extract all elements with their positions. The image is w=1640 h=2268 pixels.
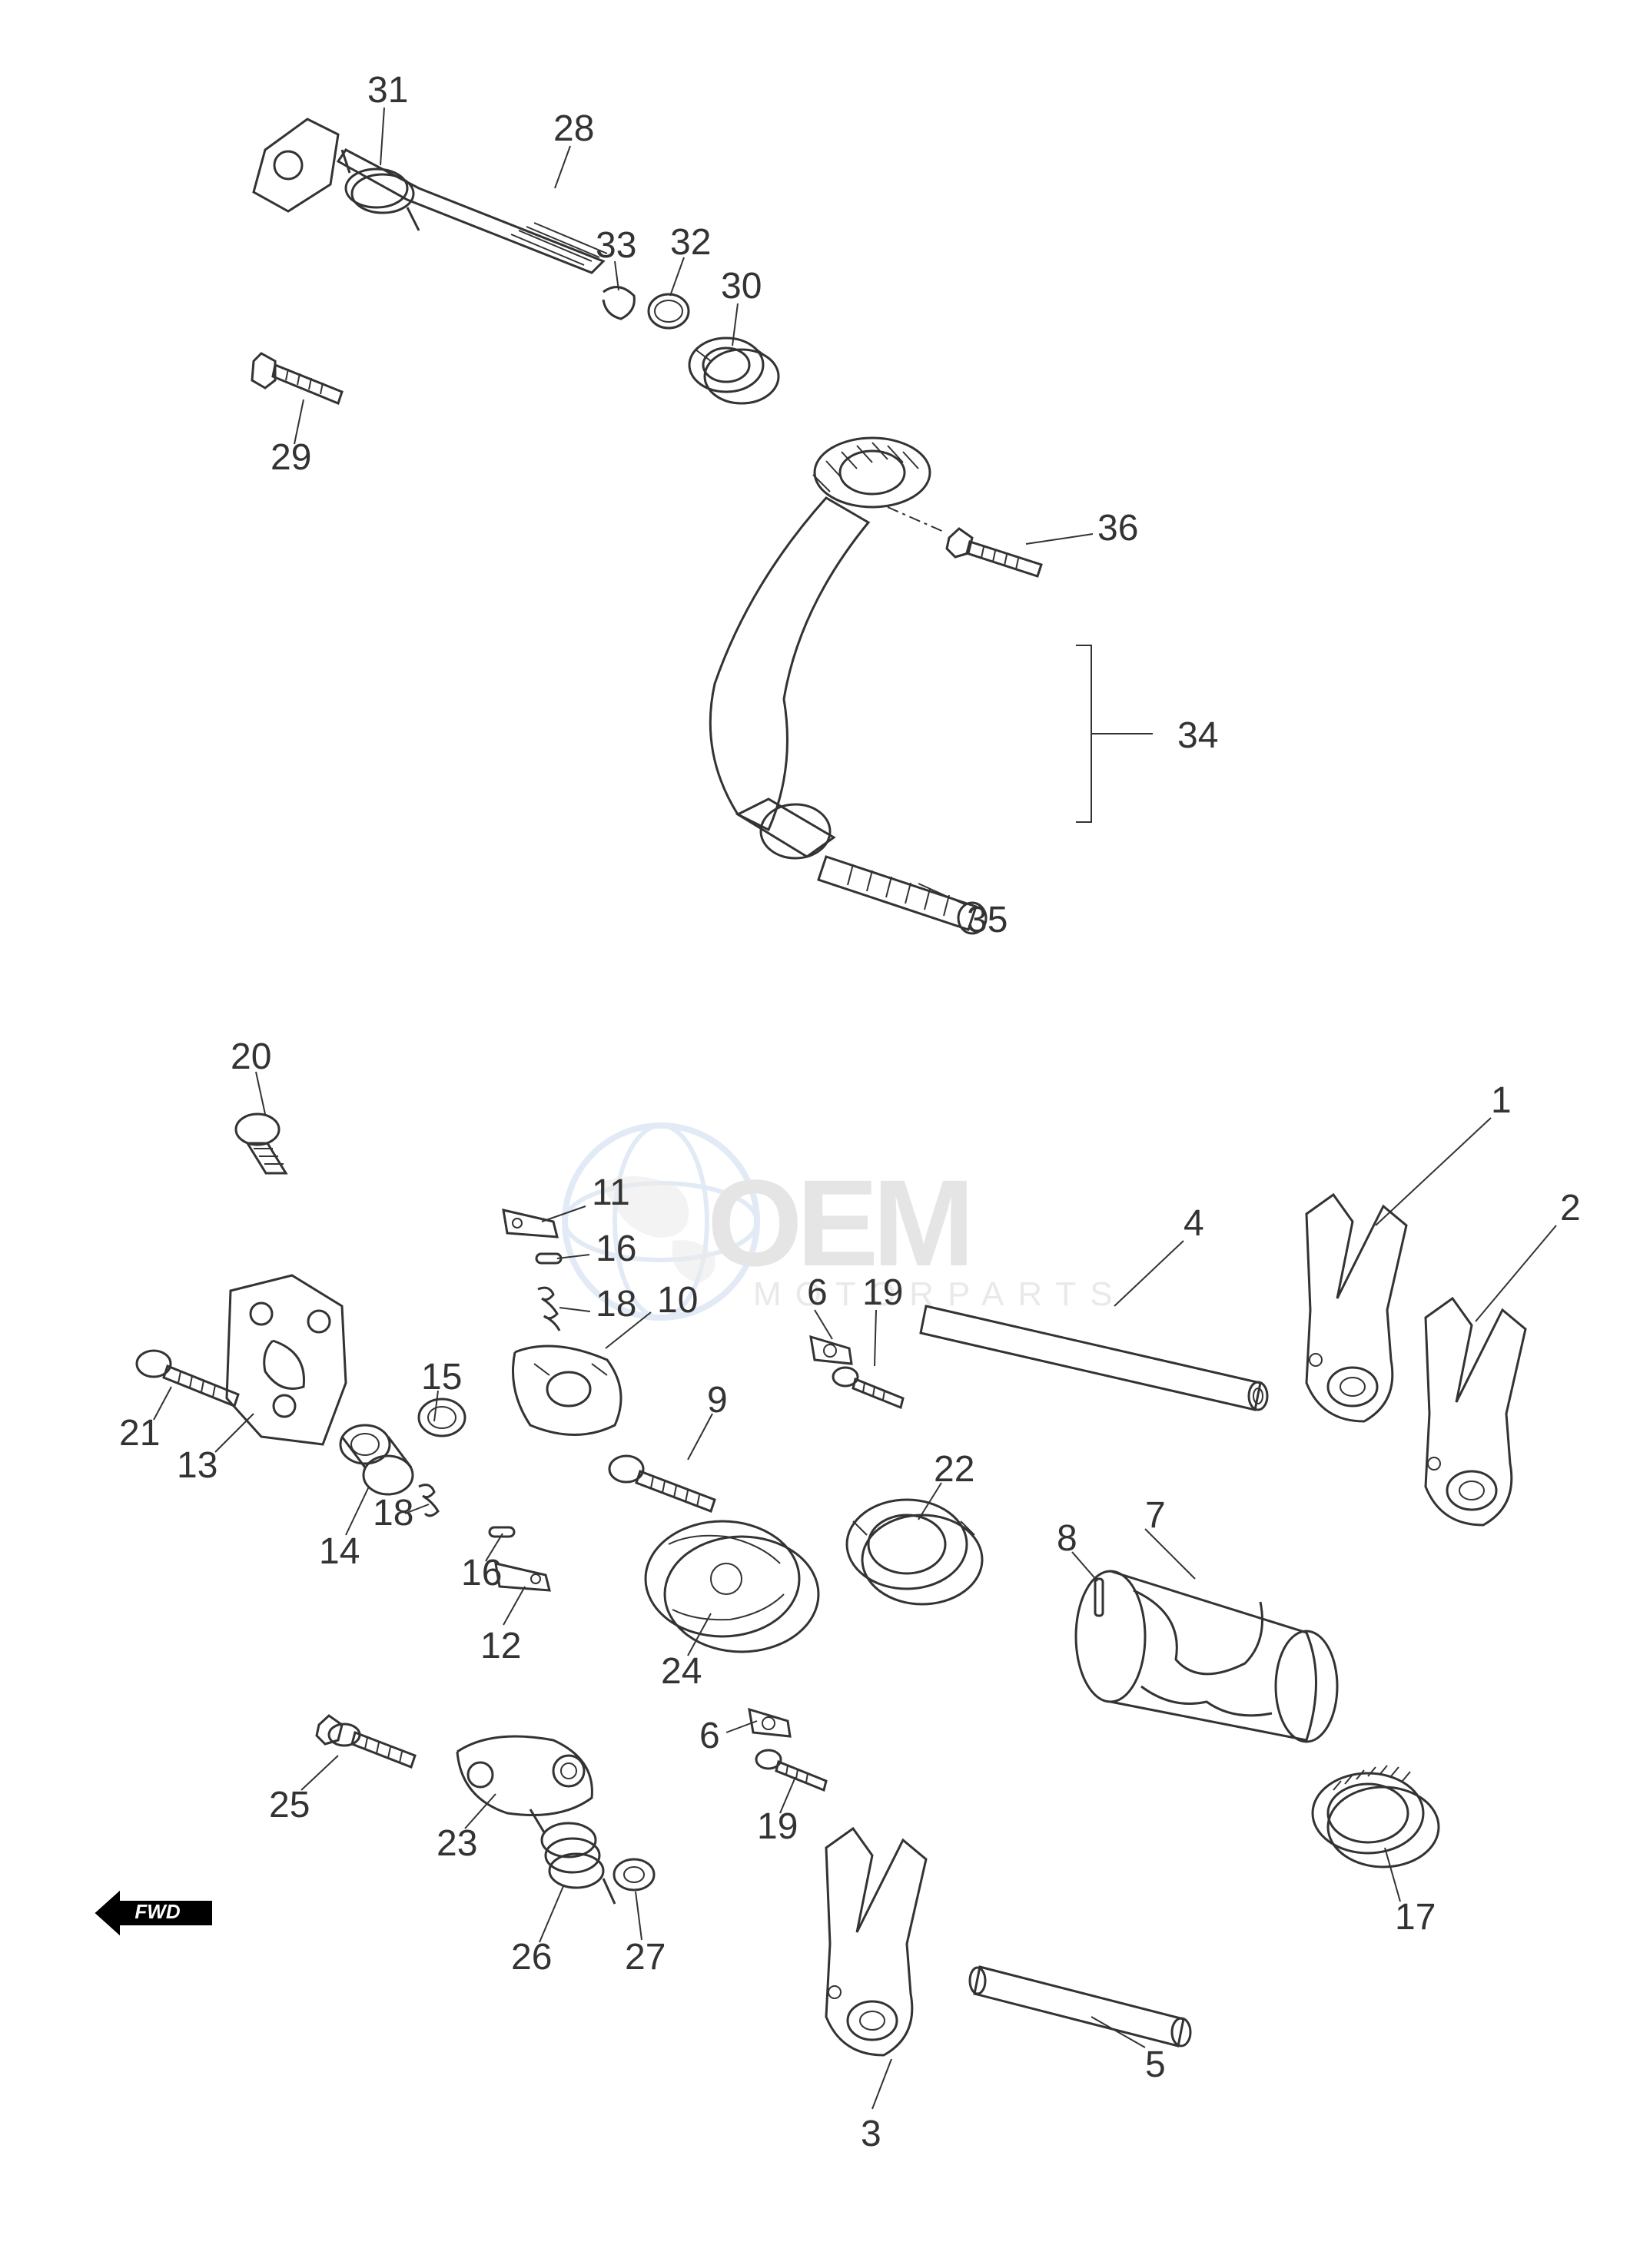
part-fork-shaft-2 <box>970 1967 1190 2046</box>
callout-22: 22 <box>934 1448 974 1490</box>
callout-28: 28 <box>553 108 594 150</box>
part-retainer-plate <box>227 1275 346 1444</box>
callout-13: 13 <box>177 1444 217 1487</box>
part-bearing-ring <box>1313 1766 1439 1867</box>
callout-24: 24 <box>661 1650 702 1693</box>
part-plate-clip <box>811 1337 852 1364</box>
part-shift-shaft-bolt <box>609 1456 715 1511</box>
part-pawl-spring-bottom <box>419 1485 438 1516</box>
part-pawl-spring-top <box>538 1288 559 1331</box>
callout-26: 26 <box>511 1936 552 1978</box>
part-plate-clip-lower <box>749 1709 790 1736</box>
callout-17: 17 <box>1395 1896 1436 1938</box>
part-bolt-long <box>137 1351 238 1406</box>
part-fork-shaft-1 <box>921 1306 1267 1410</box>
part-shift-fork-2 <box>1426 1298 1525 1525</box>
part-screw-small-lower <box>756 1750 826 1790</box>
part-spacer-bushing <box>340 1425 413 1494</box>
part-return-spring <box>530 1809 615 1904</box>
fwd-arrow-icon: FWD <box>92 1886 215 1940</box>
fwd-direction-badge: FWD <box>92 1886 215 1940</box>
part-stopper-arm <box>457 1736 592 1815</box>
part-washer <box>614 1859 654 1890</box>
part-shift-cam-driven-gear <box>513 1346 622 1435</box>
part-dowel-pin <box>1095 1579 1103 1616</box>
callout-16: 16 <box>596 1228 636 1270</box>
part-stopper-bolt <box>252 353 342 403</box>
callout-16b: 16 <box>461 1552 502 1594</box>
parts-diagram-container: OEM MOTORPARTS <box>0 0 1640 2268</box>
part-bolt-flange <box>317 1716 415 1767</box>
callout-31: 31 <box>367 69 408 111</box>
part-bearing <box>847 1500 982 1604</box>
callout-4: 4 <box>1184 1202 1204 1245</box>
callout-30: 30 <box>721 265 762 307</box>
part-bolt-lever <box>888 507 1041 576</box>
callout-19b: 19 <box>757 1805 798 1848</box>
callout-14: 14 <box>319 1530 360 1573</box>
callout-21: 21 <box>119 1412 160 1454</box>
part-pawl-2 <box>496 1563 549 1590</box>
callout-1: 1 <box>1491 1079 1512 1122</box>
callout-25: 25 <box>269 1784 310 1826</box>
callout-6: 6 <box>807 1272 828 1314</box>
callout-8: 8 <box>1057 1517 1077 1560</box>
callout-19: 19 <box>862 1272 903 1314</box>
svg-text:6: 6 <box>699 1716 720 1756</box>
callout-18: 18 <box>596 1283 636 1325</box>
callout-18b: 18 <box>373 1492 413 1534</box>
callout-2: 2 <box>1560 1187 1581 1229</box>
callout-11: 11 <box>592 1172 630 1214</box>
callout-3: 3 <box>861 2113 881 2155</box>
callout-5: 5 <box>1145 2044 1166 2086</box>
leader-lines <box>154 108 1556 2109</box>
fwd-text: FWD <box>134 1900 180 1923</box>
callout-27: 27 <box>625 1936 666 1978</box>
callout-36: 36 <box>1097 507 1138 549</box>
callout-12: 12 <box>480 1625 521 1667</box>
part-spacer-ring <box>649 294 689 328</box>
part-collar <box>419 1399 465 1436</box>
part-screw-small-top <box>833 1368 903 1408</box>
part-shift-cam-drum <box>1076 1571 1337 1742</box>
part-shift-fork-3 <box>826 1829 926 2055</box>
callout-10: 10 <box>657 1279 698 1321</box>
callout-34: 34 <box>1177 715 1218 757</box>
callout-29: 29 <box>271 436 311 479</box>
callout-15: 15 <box>421 1356 462 1398</box>
part-bolt-short <box>236 1114 286 1173</box>
part-lever-grip <box>818 857 986 933</box>
part-circlip <box>603 287 634 319</box>
part-shift-fork-1 <box>1306 1195 1406 1421</box>
part-pawl-1 <box>503 1210 557 1237</box>
callout-9: 9 <box>707 1379 728 1421</box>
part-oil-seal <box>689 338 779 403</box>
callout-35: 35 <box>967 899 1008 941</box>
callout-23: 23 <box>437 1822 477 1865</box>
callout-33: 33 <box>596 224 636 267</box>
part-cam-stopper <box>646 1521 818 1652</box>
callout-20: 20 <box>231 1036 271 1078</box>
part-gear-shift-lever <box>710 438 1153 858</box>
exploded-view-svg: 6 <box>0 0 1640 2268</box>
callout-32: 32 <box>670 221 711 264</box>
callout-7: 7 <box>1145 1494 1166 1537</box>
